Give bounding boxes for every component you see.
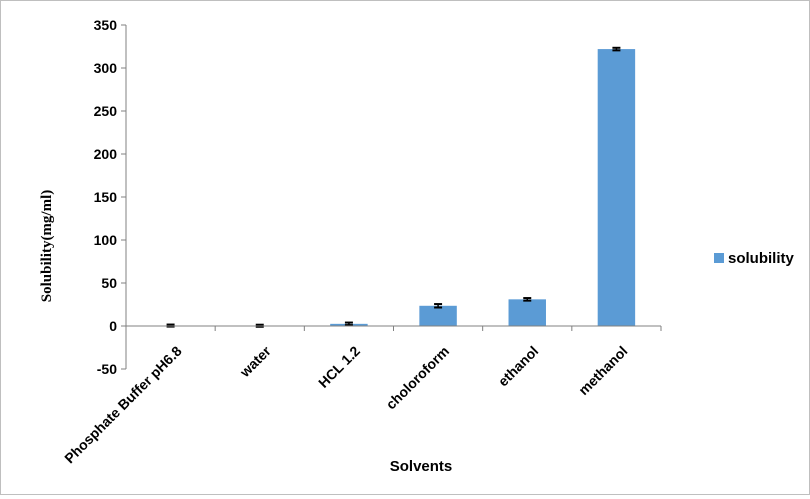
bar — [508, 299, 546, 326]
x-axis-labels: Phosphate Buffer pH6.8 water HCL 1.2 cholor… — [61, 342, 630, 466]
x-category-label: water — [236, 342, 274, 380]
legend: solubility — [714, 250, 794, 267]
legend-swatch — [714, 253, 724, 263]
y-tick-label: 100 — [94, 232, 118, 248]
y-axis: -50 0 50 100 150 200 250 300 350 — [94, 17, 126, 377]
y-tick-label: -50 — [97, 361, 117, 377]
x-category-label: ethanol — [495, 343, 542, 390]
y-tick-label: 350 — [94, 17, 118, 33]
bars-group — [151, 46, 636, 328]
y-tick-label: 200 — [94, 146, 118, 162]
bar — [419, 305, 457, 326]
y-tick-label: 0 — [109, 318, 117, 334]
y-axis-title: Solubility(mg/ml) — [39, 190, 55, 303]
y-tick-label: 50 — [101, 275, 117, 291]
x-category-label: choloroform — [383, 343, 453, 413]
x-category-label: HCL 1.2 — [315, 343, 363, 391]
bar — [597, 49, 636, 327]
legend-label: solubility — [728, 250, 794, 267]
y-tick-label: 150 — [94, 189, 118, 205]
x-category-label: Phosphate Buffer pH6.8 — [61, 343, 185, 467]
y-tick-label: 250 — [94, 103, 118, 119]
y-tick-label: 300 — [94, 60, 118, 76]
x-axis-title: Solvents — [390, 458, 453, 475]
axes — [125, 25, 662, 369]
x-category-label: methanol — [575, 343, 630, 398]
